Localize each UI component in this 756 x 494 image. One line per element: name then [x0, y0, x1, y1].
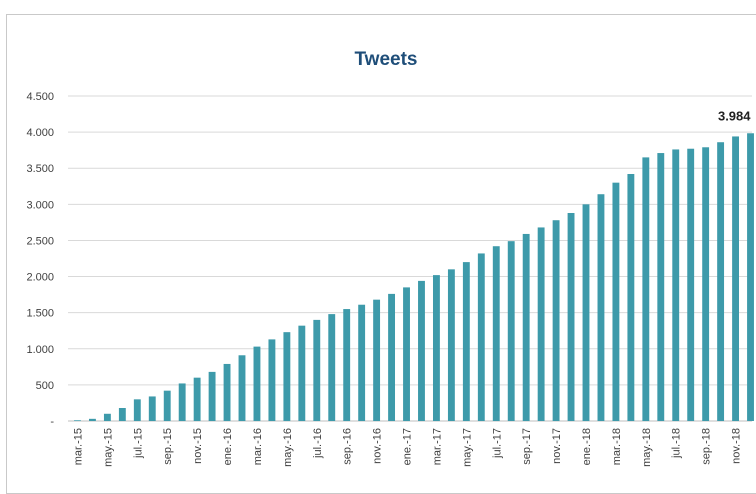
x-tick-label: jul.-15 [132, 428, 144, 459]
bar-feb.-16 [238, 355, 246, 421]
x-tick-label: nov.-16 [372, 428, 384, 464]
bar-jun.-17 [477, 253, 485, 421]
x-tick-label: sep.-18 [701, 428, 713, 465]
bar-oct.-18 [717, 142, 725, 421]
x-tick-label: sep.-15 [162, 428, 174, 465]
x-tick-label: nov.-17 [551, 428, 563, 464]
bar-oct.-15 [178, 383, 186, 421]
y-tick-label: 2.500 [26, 235, 54, 247]
x-tick-label: sep.-17 [521, 428, 533, 465]
x-tick-label: may.-16 [282, 428, 294, 467]
bar-jun.-15 [118, 408, 126, 421]
bar-sep.-18 [702, 147, 710, 421]
bar-may.-17 [462, 262, 470, 421]
bar-dic.-17 [567, 213, 575, 421]
bar-dic.-15 [208, 371, 216, 421]
x-tick-label: ene.-18 [581, 428, 593, 465]
y-tick-label: 500 [36, 380, 54, 392]
y-tick-label: 1.000 [26, 344, 54, 356]
x-tick-label: mar.-16 [252, 428, 264, 465]
bar-mar.-15 [74, 420, 81, 421]
chart-title: Tweets [354, 49, 418, 70]
x-tick-label: may.-18 [641, 428, 653, 467]
bar-may.-18 [642, 157, 650, 421]
bar-nov.-15 [193, 377, 201, 421]
bar-mar.-17 [432, 275, 440, 421]
bar-may.-15 [103, 413, 111, 421]
bar-abr.-17 [447, 269, 455, 421]
data-label: 3.984 [718, 108, 751, 123]
x-tick-label: ene.-16 [222, 428, 234, 465]
bar-oct.-17 [537, 227, 545, 421]
bar-jul.-17 [492, 246, 500, 421]
bar-mar.-18 [612, 182, 620, 421]
bar-ene.-18 [582, 204, 590, 421]
y-tick-label: 4.500 [26, 91, 54, 103]
x-tick-label: ene.-17 [402, 428, 414, 465]
bar-abr.-15 [88, 418, 96, 421]
x-tick-label: jul.-18 [671, 428, 683, 459]
y-tick-label: - [50, 416, 54, 428]
bar-ago.-17 [507, 241, 515, 421]
bar-jul.-18 [672, 149, 680, 421]
bar-may.-16 [283, 332, 291, 421]
bar-feb.-18 [597, 194, 605, 421]
bar-abr.-18 [627, 174, 635, 421]
bar-nov.-16 [373, 299, 381, 421]
x-tick-label: may.-15 [102, 428, 114, 467]
bar-oct.-16 [358, 304, 366, 421]
bar-jun.-18 [657, 153, 665, 422]
bar-abr.-16 [268, 339, 276, 421]
bar-feb.-17 [418, 280, 425, 421]
y-tick-label: 2.000 [26, 272, 54, 284]
bar-nov.-18 [732, 136, 740, 421]
x-tick-label: mar.-15 [72, 428, 84, 465]
x-tick-label: jul.-17 [491, 428, 503, 459]
bar-ago.-16 [328, 314, 336, 421]
bar-jul.-15 [133, 399, 141, 421]
x-tick-label: nov.-18 [731, 428, 743, 464]
x-tick-label: nov.-15 [192, 428, 204, 464]
y-tick-label: 3.500 [26, 163, 54, 175]
bar-nov.-17 [552, 220, 560, 421]
bar-ene.-17 [403, 287, 410, 421]
x-tick-label: sep.-16 [342, 428, 354, 465]
bar-dic.-18 [747, 133, 754, 421]
x-tick-label: may.-17 [461, 428, 473, 467]
bar-jul.-16 [313, 319, 321, 421]
bar-dic.-16 [388, 293, 396, 421]
bar-ago.-15 [148, 396, 156, 421]
bar-ene.-16 [223, 363, 231, 421]
y-tick-label: 4.000 [26, 127, 54, 139]
bar-ago.-18 [687, 148, 695, 421]
y-tick-label: 3.000 [26, 199, 54, 211]
bar-mar.-16 [253, 346, 261, 421]
y-tick-label: 1.500 [26, 308, 54, 320]
bar-sep.-16 [343, 309, 351, 421]
x-tick-label: mar.-18 [611, 428, 623, 465]
x-tick-label: mar.-17 [431, 428, 443, 465]
bar-sep.-15 [163, 390, 171, 421]
x-tick-label: jul.-16 [312, 428, 324, 459]
bar-jun.-16 [298, 325, 306, 421]
bar-sep.-17 [522, 233, 530, 421]
